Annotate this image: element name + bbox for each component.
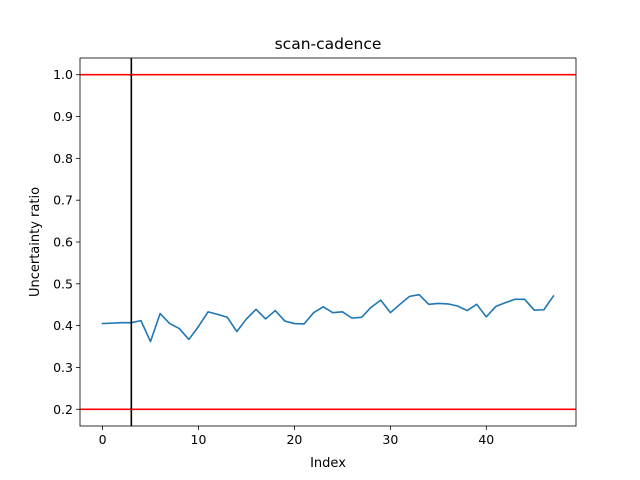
series-line [101, 293, 555, 343]
chart-title: scan-cadence [275, 35, 382, 53]
x-axis-label: Index [310, 456, 346, 471]
x-tick-label: 20 [286, 432, 302, 447]
y-tick-label: 0.8 [53, 151, 73, 166]
x-tick-label: 10 [191, 432, 207, 447]
y-tick-label: 0.5 [53, 276, 73, 291]
y-axis-label: Uncertainty ratio [28, 187, 43, 297]
y-tick-label: 0.6 [53, 235, 73, 250]
axes-frame [79, 57, 577, 427]
x-tick-label: 40 [478, 432, 494, 447]
y-tick-label: 0.2 [53, 402, 73, 417]
y-tick-label: 0.9 [53, 109, 73, 124]
x-tick-label: 30 [382, 432, 398, 447]
y-tick-label: 1.0 [53, 67, 73, 82]
x-tick-label: 0 [99, 432, 107, 447]
y-tick-label: 0.7 [53, 193, 73, 208]
y-tick-label: 0.3 [53, 360, 73, 375]
plot-area: 0 10 20 30 40 0.2 0.3 0.4 0.5 0.6 0.7 0.8 0.9 1.0 [53, 57, 577, 447]
y-tick-label: 0.4 [53, 318, 73, 333]
